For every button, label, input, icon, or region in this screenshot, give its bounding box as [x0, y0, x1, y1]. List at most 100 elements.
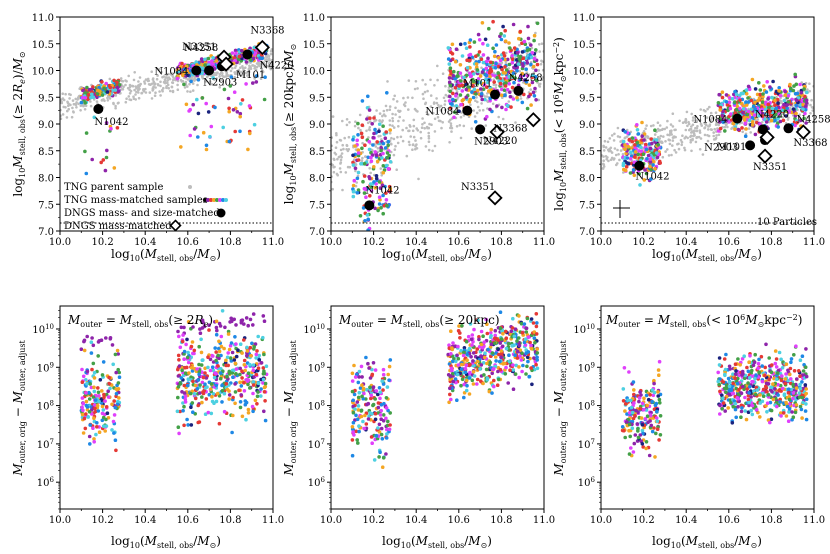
parent-sample-point: [427, 137, 431, 140]
mass-matched-point: [104, 155, 109, 160]
mass-matched-point: [254, 352, 259, 357]
parent-sample-point: [378, 112, 382, 115]
mass-matched-point: [371, 135, 376, 140]
parent-sample-point: [806, 88, 809, 91]
parent-sample-point: [340, 152, 344, 155]
parent-sample-point: [695, 129, 699, 133]
parent-sample-point: [687, 120, 690, 124]
mass-matched-point: [255, 402, 259, 406]
mass-matched-point: [256, 334, 261, 339]
mass-matched-point: [93, 403, 97, 407]
parent-sample-point: [241, 65, 244, 68]
parent-sample-point: [409, 135, 413, 138]
mass-matched-point: [220, 309, 225, 313]
mass-matched-point: [238, 400, 243, 404]
parent-sample-point: [519, 97, 523, 100]
parent-sample-point: [431, 111, 435, 115]
mass-matched-point: [529, 103, 533, 107]
mass-matched-point: [507, 353, 511, 358]
parent-sample-point: [715, 118, 718, 121]
mass-matched-point: [82, 338, 87, 343]
mass-matched-point: [200, 400, 204, 405]
parent-sample-point: [717, 133, 721, 137]
mass-matched-point: [738, 106, 742, 111]
mass-matched-point: [351, 137, 355, 142]
mass-matched-point: [534, 362, 538, 367]
parent-sample-point: [210, 82, 214, 86]
mass-matched-point: [473, 120, 478, 124]
mass-matched-point: [200, 96, 205, 100]
mass-matched-point: [464, 388, 469, 393]
parent-sample-point: [79, 104, 83, 107]
mass-matched-point: [233, 382, 237, 386]
mass-matched-point: [724, 93, 729, 97]
mass-matched-point: [770, 106, 774, 111]
mass-matched-point: [114, 391, 119, 396]
mass-matched-point: [623, 409, 627, 413]
mass-matched-point: [85, 334, 89, 339]
mass-matched-point: [353, 407, 357, 411]
mass-matched-point: [469, 355, 473, 359]
mass-matched-point: [765, 112, 770, 117]
mass-matched-point: [487, 77, 491, 82]
parent-sample-point: [798, 116, 801, 119]
parent-sample-point: [693, 129, 696, 133]
mass-matched-point: [384, 198, 389, 202]
mass-matched-point: [511, 316, 515, 321]
mass-matched-point: [377, 386, 382, 390]
mass-matched-point: [219, 344, 224, 349]
parent-sample-point: [166, 79, 170, 82]
mass-matched-point: [200, 380, 205, 385]
mass-matched-point: [793, 123, 797, 128]
mass-matched-point: [450, 42, 455, 47]
mass-matched-point: [208, 357, 213, 362]
parent-sample-point: [715, 134, 718, 137]
parent-sample-point: [540, 78, 544, 82]
mass-matched-point: [250, 341, 254, 346]
mass-matched-point: [98, 89, 102, 94]
mass-matched-point: [195, 387, 200, 391]
mass-matched-point: [636, 143, 640, 148]
mass-matched-point: [496, 71, 501, 75]
parent-sample-point: [355, 181, 359, 184]
mass-matched-point: [477, 38, 482, 42]
parent-sample-point: [233, 78, 237, 81]
mass-matched-point: [81, 431, 86, 435]
mass-matched-point: [187, 371, 191, 375]
parent-sample-point: [361, 141, 364, 145]
mass-matched-point: [351, 404, 356, 409]
parent-sample-point: [397, 109, 400, 113]
parent-sample-point: [345, 143, 349, 147]
mass-matched-point: [481, 334, 485, 339]
mass-matched-point: [384, 416, 388, 421]
mass-matched-point: [380, 465, 385, 470]
parent-sample-point: [394, 144, 397, 148]
mass-matched-point: [92, 385, 96, 390]
mass-matched-point: [648, 146, 653, 151]
mass-matched-point: [234, 372, 238, 376]
parent-sample-point: [133, 71, 136, 74]
parent-sample-point: [190, 76, 193, 80]
mass-matched-point: [720, 95, 725, 100]
parent-sample-point: [486, 92, 489, 95]
mass-matched-point: [452, 69, 456, 74]
mass-matched-point: [447, 346, 452, 351]
parent-sample-point: [427, 131, 431, 135]
mass-matched-point: [526, 36, 531, 41]
mass-matched-point: [366, 155, 371, 160]
mass-matched-point: [459, 102, 463, 107]
parent-sample-point: [215, 77, 218, 80]
parent-sample-point: [425, 111, 429, 114]
parent-sample-point: [341, 119, 344, 123]
mass-matched-point: [378, 450, 382, 455]
parent-sample-point: [699, 137, 703, 140]
mass-matched-point: [769, 417, 774, 422]
parent-sample-point: [384, 104, 388, 108]
mass-matched-point: [214, 332, 219, 337]
mass-matched-point: [264, 364, 269, 369]
parent-sample-point: [158, 90, 161, 93]
mass-matched-point: [381, 124, 385, 128]
mass-matched-point: [356, 158, 361, 162]
mass-matched-point: [493, 328, 498, 333]
parent-sample-point: [538, 82, 542, 86]
